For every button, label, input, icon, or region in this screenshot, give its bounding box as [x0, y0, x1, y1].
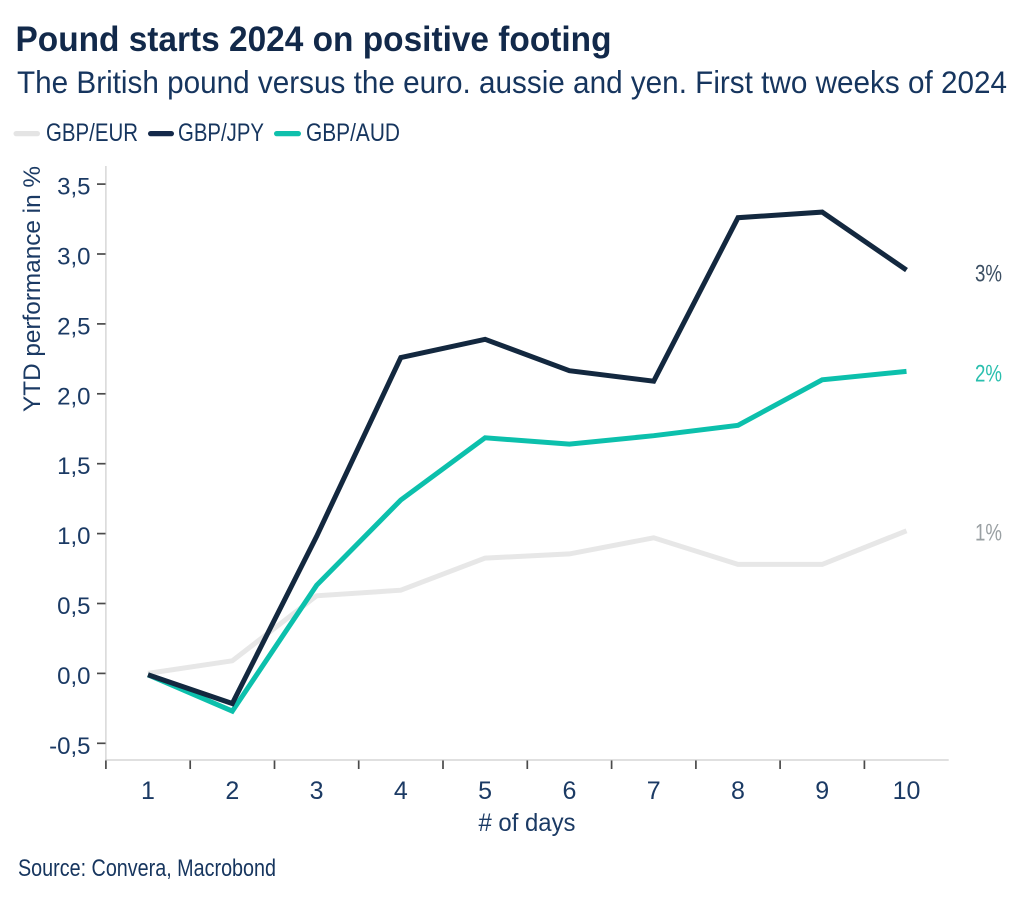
svg-text:1: 1 [141, 777, 155, 805]
svg-text:3,5: 3,5 [57, 174, 90, 201]
svg-text:9: 9 [815, 777, 829, 805]
svg-text:-0,5: -0,5 [49, 733, 90, 760]
svg-text:10: 10 [893, 777, 921, 805]
svg-text:3,0: 3,0 [57, 244, 90, 271]
svg-text:8: 8 [731, 777, 745, 805]
svg-text:2,5: 2,5 [57, 313, 90, 340]
svg-text:0,0: 0,0 [57, 663, 90, 690]
svg-text:6: 6 [562, 777, 576, 805]
svg-text:0,5: 0,5 [57, 593, 90, 620]
svg-text:The British pound versus the e: The British pound versus the euro. aussi… [17, 64, 1007, 100]
svg-text:1,0: 1,0 [57, 523, 90, 550]
svg-text:# of days: # of days [479, 809, 576, 837]
svg-text:1,5: 1,5 [57, 453, 90, 480]
svg-text:2%: 2% [975, 361, 1002, 388]
svg-text:4: 4 [394, 777, 408, 805]
svg-text:GBP/EUR: GBP/EUR [46, 119, 138, 147]
svg-text:7: 7 [647, 777, 661, 805]
svg-text:GBP/JPY: GBP/JPY [178, 119, 264, 147]
svg-text:GBP/AUD: GBP/AUD [306, 119, 400, 147]
svg-text:YTD performance in %: YTD performance in % [19, 166, 46, 412]
svg-text:3: 3 [310, 777, 324, 805]
svg-text:Pound starts 2024 on positive: Pound starts 2024 on positive footing [16, 20, 612, 59]
svg-text:1%: 1% [975, 520, 1002, 547]
svg-text:3%: 3% [975, 261, 1002, 288]
svg-text:2: 2 [225, 777, 239, 805]
svg-text:Source: Convera, Macrobond: Source: Convera, Macrobond [18, 855, 276, 882]
svg-text:2,0: 2,0 [57, 383, 90, 410]
svg-text:5: 5 [478, 777, 492, 805]
